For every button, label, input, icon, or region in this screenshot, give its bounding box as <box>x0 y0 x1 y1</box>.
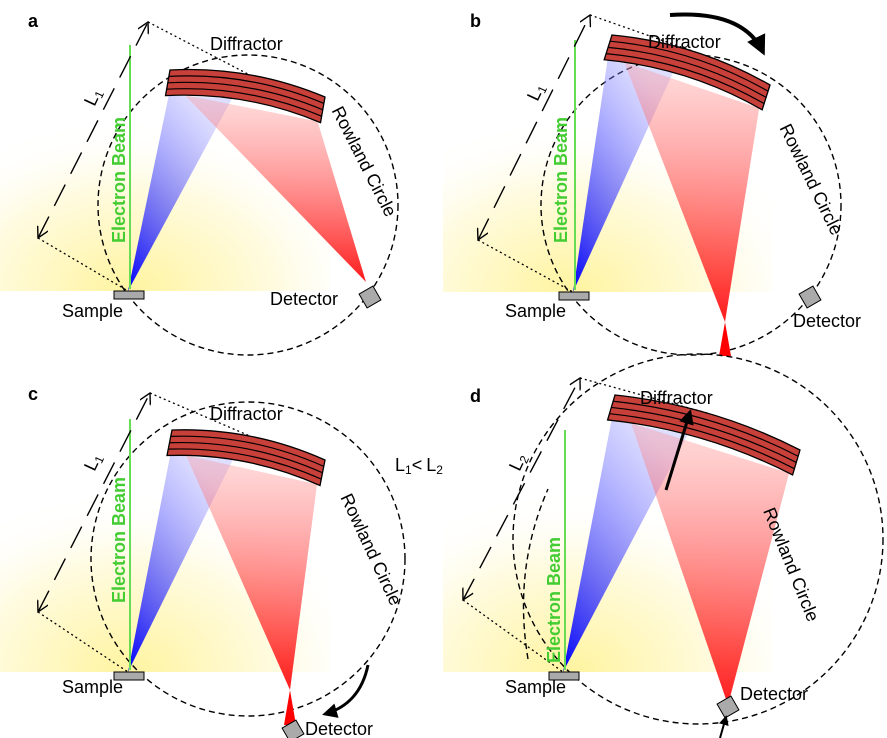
circle-label: Rowland Circle <box>336 490 405 608</box>
beam-label: Electron Beam <box>109 117 129 243</box>
detector <box>799 286 821 308</box>
symbol: L <box>395 455 405 475</box>
diffractor-label: Diffractor <box>210 404 283 424</box>
comparison: L1<L2 <box>395 455 443 477</box>
beam-label: Electron Beam <box>544 537 564 663</box>
circle-label: Rowland Circle <box>776 121 847 239</box>
sample-label: Sample <box>62 301 123 321</box>
figure: L1<L2 a Diffractor Rowland Circle Electron … <box>0 0 887 738</box>
operator: < <box>412 455 423 475</box>
panel-label: b <box>470 11 481 31</box>
red-beam-tip <box>284 690 296 725</box>
symbol: L <box>426 455 436 475</box>
diffractor-label: Diffractor <box>210 34 283 54</box>
beam-label: Electron Beam <box>109 477 129 603</box>
sample-label: Sample <box>505 677 566 697</box>
sample-label: Sample <box>505 301 566 321</box>
red-beam-tip <box>719 322 731 356</box>
motion-arrow <box>325 665 368 714</box>
detector-label: Detector <box>270 289 338 309</box>
panel-label: d <box>470 386 481 406</box>
panel: b Diffractor Rowland Circle Electron Beam Sa… <box>443 11 861 356</box>
beam-label: Electron Beam <box>551 117 571 243</box>
subscript: 2 <box>436 463 443 477</box>
detector <box>717 696 739 718</box>
motion-arrow <box>720 717 726 738</box>
detector-label: Detector <box>793 311 861 331</box>
sample <box>559 292 589 300</box>
panel-label: c <box>28 384 38 404</box>
sample <box>114 291 144 299</box>
panel: c Diffractor Rowland Circle Electron Beam Sa… <box>0 384 406 738</box>
detector <box>359 286 381 308</box>
sample-label: Sample <box>62 677 123 697</box>
panel-label: a <box>28 11 39 31</box>
diffractor-label: Diffractor <box>640 388 713 408</box>
detector-label: Detector <box>305 719 373 738</box>
diffractor-label: Diffractor <box>648 32 721 52</box>
detector-label: Detector <box>740 684 808 704</box>
